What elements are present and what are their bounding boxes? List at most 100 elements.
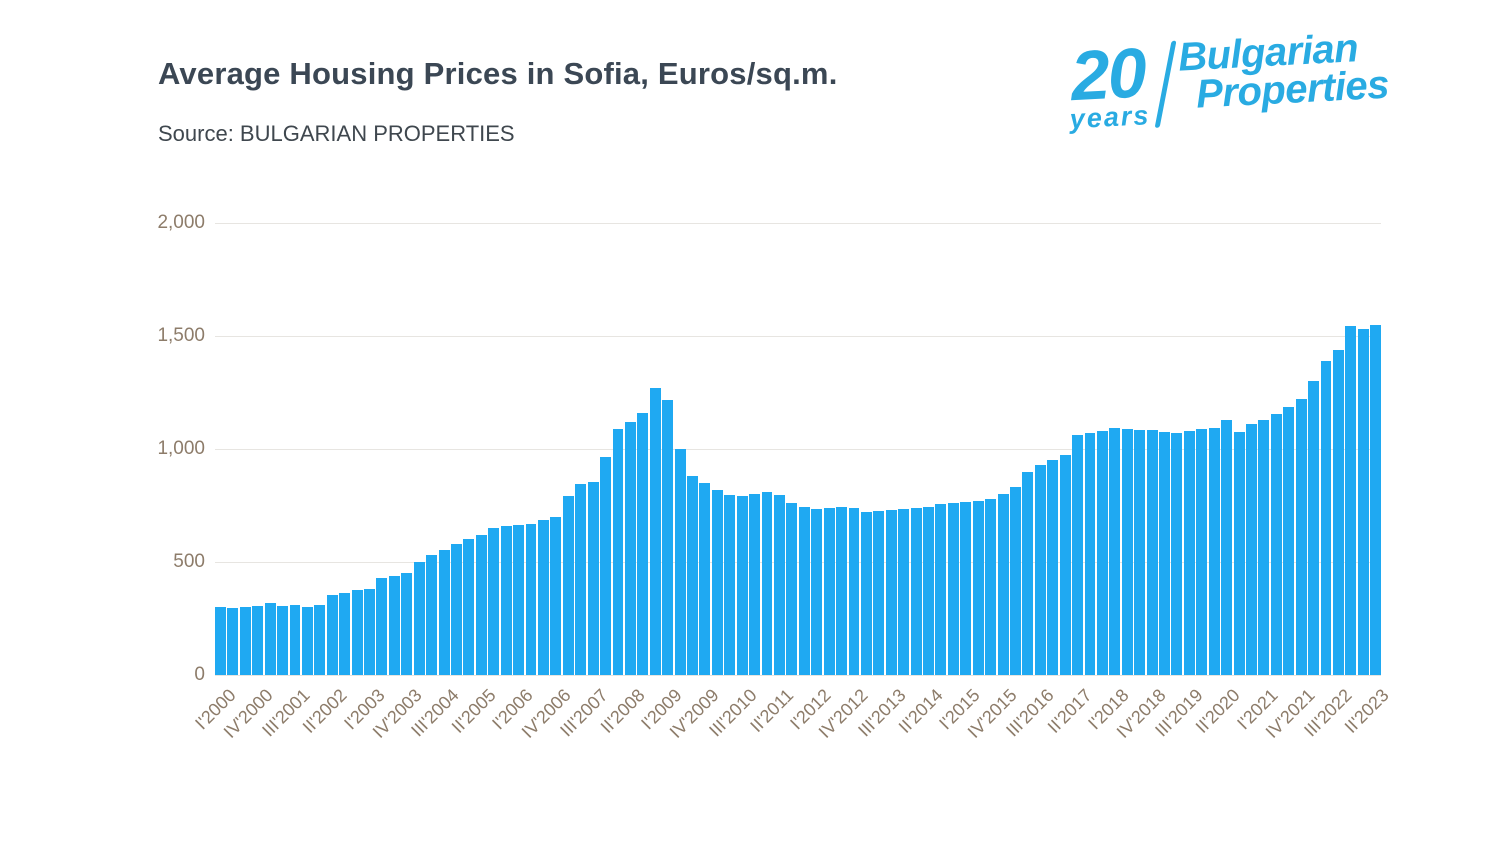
bar-IV'2006 [550, 516, 562, 675]
bar-IV'2000 [252, 606, 264, 675]
bar-IV'2016 [1047, 460, 1059, 675]
bar-III'2016 [1034, 464, 1046, 675]
bar-I'2017 [1059, 454, 1071, 675]
bar-II'2009 [674, 449, 686, 675]
x-axis: I'2000 IV'2000 III'2001 II'2002 I'2003 IV'200… [191, 675, 1393, 785]
bar-II'2004 [426, 555, 438, 675]
bar-I'2013 [860, 512, 872, 675]
logo-years-label: years [1068, 100, 1151, 135]
bar-IV'2022 [1345, 325, 1357, 675]
bar-II'2013 [873, 511, 885, 675]
bar-IV'2004 [451, 543, 462, 675]
bar-III'2019 [1183, 430, 1195, 675]
bar-III'2002 [339, 592, 351, 675]
y-tick-label-1500: 1,500 [157, 325, 205, 346]
bar-IV'2017 [1096, 430, 1108, 675]
bar-III'2000 [239, 607, 251, 675]
bar-III'2006 [537, 520, 549, 675]
bar-III'2008 [637, 412, 649, 675]
bar-II'2015 [972, 500, 984, 675]
bar-III'2012 [836, 506, 848, 675]
bar-I'2004 [413, 562, 425, 675]
bar-IV'2014 [947, 503, 959, 675]
bar-II'2016 [1022, 471, 1034, 675]
bar-I'2011 [761, 491, 773, 675]
bar-I'2008 [612, 428, 624, 675]
y-tick-label-1000: 1,000 [157, 438, 205, 459]
bar-I'2014 [910, 507, 922, 675]
bar-III'2015 [985, 498, 997, 675]
bar-III'2003 [388, 575, 400, 675]
bar-III'2021 [1283, 407, 1295, 675]
bar-II'2019 [1171, 433, 1183, 675]
bulgarian-properties-logo: 20 years Bulgarian Properties [1065, 26, 1390, 136]
y-tick-label-500: 500 [173, 551, 205, 572]
bar-I'2000 [215, 607, 226, 675]
logo-slash-divider [1153, 40, 1176, 128]
gridline-2000 [215, 223, 1381, 224]
grid-layer [215, 223, 1381, 676]
bar-III'2014 [935, 504, 947, 675]
bar-III'2007 [587, 481, 599, 675]
logo-brand-line2: Properties [1194, 62, 1390, 117]
bar-IV'2018 [1146, 429, 1158, 675]
bar-II'2018 [1121, 428, 1133, 675]
housing-prices-bar-chart: 0 500 1,000 1,500 2,000 I'2000 IV'2000 III'200… [0, 212, 1500, 742]
bar-I'2001 [264, 602, 276, 675]
gridline-500 [215, 562, 1381, 563]
bar-III'2017 [1084, 433, 1096, 675]
bar-IV'2008 [649, 387, 661, 675]
bar-IV'2001 [301, 607, 313, 675]
bar-IV'2009 [699, 482, 711, 675]
bar-II'2021 [1270, 413, 1282, 675]
bar-I'2012 [811, 508, 823, 675]
bar-I'2006 [513, 524, 525, 675]
gridline-0 [215, 675, 1381, 676]
bar-II'2005 [475, 534, 487, 675]
bar-IV'2012 [848, 507, 860, 675]
bar-IV'2019 [1196, 428, 1208, 675]
bar-II'2001 [277, 606, 289, 675]
bar-II'2012 [823, 507, 835, 675]
bar-III'2018 [1134, 429, 1146, 675]
bar-IV'2021 [1295, 399, 1307, 675]
bar-II'2017 [1072, 435, 1084, 675]
page-title: Average Housing Prices in Sofia, Euros/s… [158, 56, 838, 91]
bar-I'2018 [1109, 427, 1121, 675]
bar-I'2015 [960, 502, 972, 675]
bar-III'2022 [1332, 349, 1344, 675]
bar-IV'2007 [600, 456, 611, 675]
bar-IV'2011 [798, 506, 810, 675]
bar-I'2019 [1159, 432, 1170, 675]
bar-III'2009 [687, 476, 698, 675]
source-label: Source: BULGARIAN PROPERTIES [158, 121, 515, 146]
bar-I'2010 [711, 489, 723, 675]
bar-I'2002 [314, 604, 326, 675]
gridline-1000 [215, 449, 1381, 450]
bar-III'2020 [1233, 432, 1245, 675]
bar-II'2006 [525, 523, 537, 675]
bar-III'2005 [488, 528, 500, 675]
bar-I'2020 [1208, 427, 1220, 675]
bar-II'2003 [376, 577, 388, 675]
bar-III'2011 [786, 503, 798, 675]
bar-II'2022 [1320, 360, 1332, 675]
bar-II'2010 [724, 495, 736, 675]
bar-IV'2003 [401, 573, 413, 675]
bar-III'2001 [289, 604, 301, 675]
bar-II'2007 [575, 484, 587, 675]
logo-brand-name: Bulgarian Properties [1177, 26, 1390, 117]
logo-20-years: 20 years [1066, 33, 1151, 135]
bar-I'2023 [1357, 329, 1369, 675]
bar-IV'2005 [500, 525, 512, 675]
bar-I'2009 [662, 400, 674, 675]
bar-II'2000 [227, 608, 239, 675]
bar-I'2021 [1258, 419, 1270, 675]
bar-I'2003 [364, 589, 375, 675]
bar-I'2007 [562, 496, 574, 675]
bar-II'2014 [923, 506, 934, 675]
bar-IV'2010 [749, 494, 761, 675]
y-tick-label-0: 0 [194, 664, 205, 685]
logo-number: 20 [1068, 33, 1147, 116]
bar-IV'2002 [351, 590, 363, 675]
